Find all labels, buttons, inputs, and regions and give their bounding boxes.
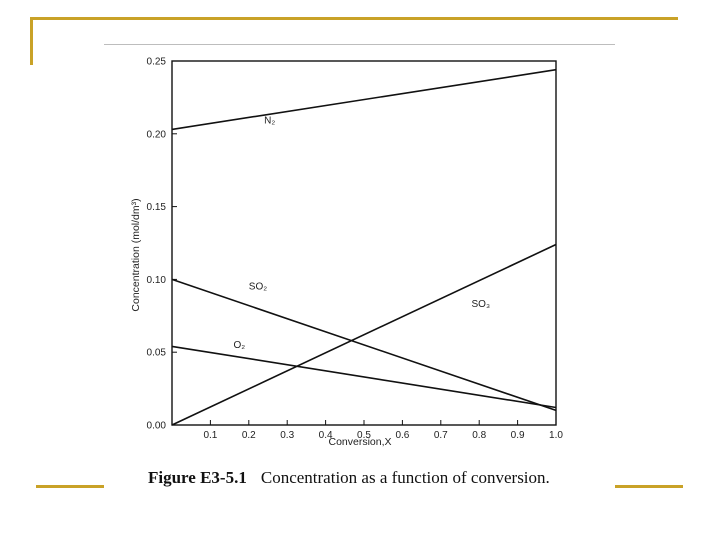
x-tick-label: 0.4 <box>319 430 333 441</box>
x-tick-label: 0.7 <box>434 430 448 441</box>
x-tick-label: 1.0 <box>549 430 563 441</box>
series-lines <box>171 68 557 426</box>
series-label: O₂ <box>233 340 245 351</box>
plot-frame <box>171 60 557 426</box>
y-tick-label: 0.10 <box>147 275 167 286</box>
x-axis-ticks: 0.1 0.2 0.3 0.4 0.5 0.6 0.7 0.8 0.9 1.0 <box>203 420 563 441</box>
plot-area <box>171 60 557 426</box>
x-tick-label: 0.5 <box>357 430 371 441</box>
y-axis-title: Concentration (mol/dm³) <box>130 198 142 311</box>
figure-caption-text: Concentration as a function of conversio… <box>260 468 550 487</box>
series-labels: N₂ SO₂ O₂ SO₃ <box>233 116 490 351</box>
x-axis-title: Conversion,X <box>328 436 391 448</box>
series-label: SO₂ <box>249 282 267 293</box>
top-accent-rule <box>30 17 678 20</box>
x-tick-label: 0.3 <box>280 430 294 441</box>
series-line <box>171 243 557 426</box>
y-tick-label: 0.15 <box>147 202 167 213</box>
bottom-right-accent-rule <box>615 485 683 488</box>
x-tick-label: 0.8 <box>472 430 486 441</box>
x-tick-label: 0.2 <box>242 430 256 441</box>
y-tick-label: 0.00 <box>147 421 167 432</box>
x-tick-label: 0.9 <box>511 430 525 441</box>
series-line <box>171 345 557 409</box>
series-label: SO₃ <box>472 299 491 310</box>
x-tick-label: 0.1 <box>203 430 217 441</box>
y-axis-ticks: 0.00 0.05 0.10 0.15 0.20 0.25 <box>147 57 177 432</box>
series-label: N₂ <box>264 116 275 127</box>
y-tick-label: 0.05 <box>147 348 167 359</box>
series-line <box>171 68 557 131</box>
x-tick-label: 0.6 <box>395 430 409 441</box>
series-line <box>171 278 557 412</box>
left-accent-rule <box>30 17 33 65</box>
figure-panel <box>104 44 615 496</box>
figure-caption: Figure E3-5.1 Concentration as a function… <box>148 468 550 488</box>
figure-top-border <box>104 44 615 45</box>
y-tick-label: 0.25 <box>147 57 167 68</box>
bottom-left-accent-rule <box>36 485 136 488</box>
y-tick-label: 0.20 <box>147 129 167 140</box>
figure-number: Figure E3-5.1 <box>148 468 247 487</box>
